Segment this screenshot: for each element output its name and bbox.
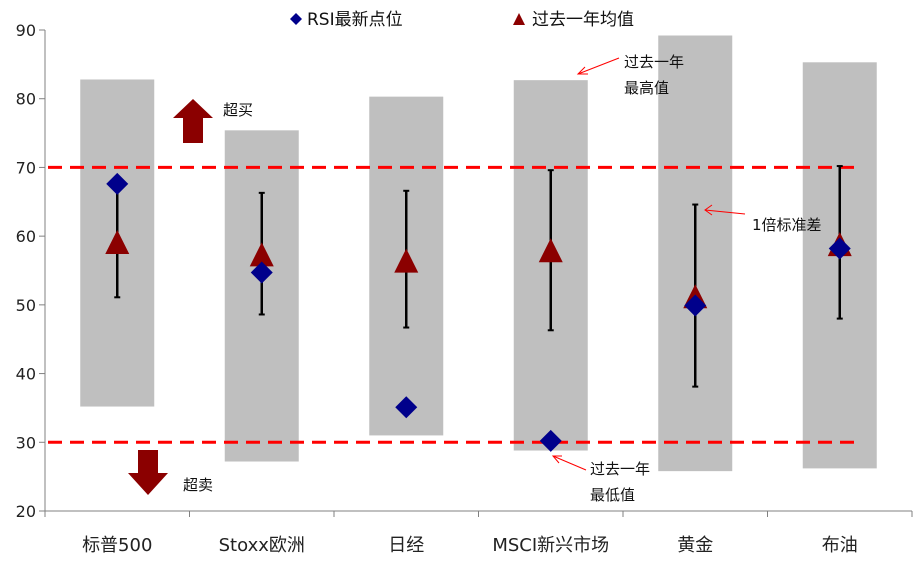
rsi-diamond bbox=[106, 172, 129, 195]
category-label: MSCI新兴市场 bbox=[492, 535, 609, 556]
year-high-arrowhead bbox=[576, 66, 588, 75]
year-high-pointer bbox=[577, 57, 620, 75]
year-high-label-line1: 过去一年 bbox=[624, 53, 684, 71]
category-label: 黄金 bbox=[677, 535, 713, 556]
rsi-diamond bbox=[395, 396, 418, 419]
legend-triangle-icon bbox=[513, 13, 525, 25]
mean-triangle bbox=[394, 248, 419, 273]
y-tick-label: 30 bbox=[16, 433, 36, 452]
error-bars bbox=[114, 165, 843, 388]
mean-triangle bbox=[105, 230, 130, 255]
y-tick-label: 80 bbox=[16, 90, 36, 109]
down-arrow-icon bbox=[128, 450, 168, 495]
y-tick-label: 60 bbox=[16, 227, 36, 246]
range-bars bbox=[80, 35, 877, 472]
y-tick-label: 90 bbox=[16, 21, 36, 40]
category-label: Stoxx欧洲 bbox=[219, 535, 305, 556]
mean-triangle bbox=[249, 242, 274, 267]
legend-label-mean: 过去一年均值 bbox=[532, 10, 634, 30]
std-annotation: 1倍标准差 bbox=[704, 204, 822, 234]
std-label: 1倍标准差 bbox=[752, 216, 822, 234]
category-label: 标普500 bbox=[82, 535, 152, 556]
std-pointer bbox=[704, 209, 746, 215]
up-arrow-icon bbox=[173, 99, 213, 143]
axes: 20 30 40 50 60 70 80 90 标普500 Stoxx欧洲 日经 MSCI新兴市场 黄金… bbox=[16, 21, 913, 556]
year-low-label-line2: 最低值 bbox=[590, 486, 635, 504]
year-low-label-line1: 过去一年 bbox=[590, 460, 650, 478]
mean-triangle bbox=[538, 238, 563, 263]
legend-diamond-icon bbox=[290, 13, 302, 25]
category-label: 布油 bbox=[822, 535, 858, 556]
year-low-annotation: 过去一年 最低值 bbox=[551, 455, 650, 504]
legend: RSI最新点位 过去一年均值 bbox=[290, 10, 634, 30]
markers bbox=[105, 172, 852, 452]
oversold-marker: 超卖 bbox=[128, 450, 213, 495]
overbought-marker: 超买 bbox=[173, 99, 253, 143]
y-tick-label: 70 bbox=[16, 158, 36, 177]
y-tick-label: 50 bbox=[16, 296, 36, 315]
year-low-pointer bbox=[552, 455, 587, 471]
overbought-label: 超买 bbox=[223, 101, 253, 119]
rsi-diamond bbox=[684, 294, 707, 317]
rsi-diamond bbox=[250, 261, 273, 284]
rsi-diamond bbox=[539, 429, 562, 452]
year-high-label-line2: 最高值 bbox=[624, 79, 669, 97]
legend-label-rsi: RSI最新点位 bbox=[307, 10, 403, 30]
year-low-arrowhead bbox=[551, 455, 562, 464]
category-label: 日经 bbox=[388, 535, 424, 556]
y-tick-label: 20 bbox=[16, 502, 36, 521]
threshold-lines bbox=[48, 165, 858, 444]
y-tick-label: 40 bbox=[16, 365, 36, 384]
oversold-label: 超卖 bbox=[183, 476, 213, 494]
year-high-annotation: 过去一年 最高值 bbox=[576, 53, 684, 97]
std-arrowhead bbox=[704, 204, 713, 216]
rsi-diamond bbox=[828, 237, 851, 260]
